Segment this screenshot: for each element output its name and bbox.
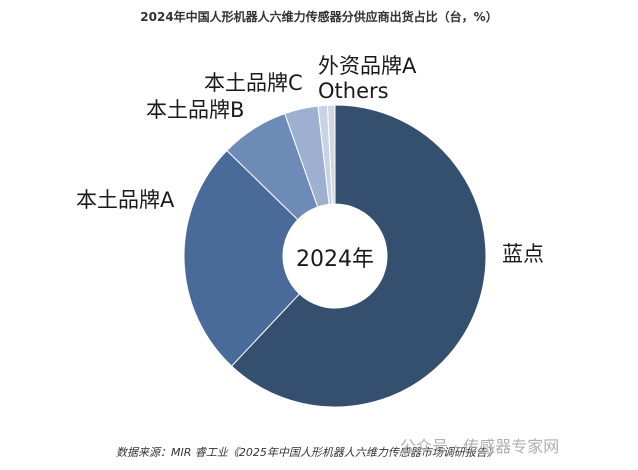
label-brand-b: 本土品牌B bbox=[146, 98, 245, 122]
slice-1 bbox=[183, 149, 301, 367]
label-landian: 蓝点 bbox=[502, 242, 544, 266]
slice-0 bbox=[230, 104, 487, 408]
label-others: Others bbox=[318, 79, 389, 103]
slice-5 bbox=[326, 104, 336, 205]
watermark: 公众号 · 传感器专家网 bbox=[400, 437, 560, 456]
label-brand-a: 本土品牌A bbox=[76, 188, 175, 212]
label-brand-c: 本土品牌C bbox=[204, 71, 303, 95]
chart-title: 2024年中国人形机器人六维力传感器分供应商出货占比（台，%） bbox=[140, 10, 498, 24]
donut-slices bbox=[183, 104, 487, 408]
label-foreign-a: 外资品牌A bbox=[318, 54, 417, 78]
center-label: 2024年 bbox=[296, 247, 374, 272]
data-source: 数据来源：MIR 睿工业《2025年中国人形机器人六维力传感器市场调研报告》 bbox=[116, 446, 498, 459]
